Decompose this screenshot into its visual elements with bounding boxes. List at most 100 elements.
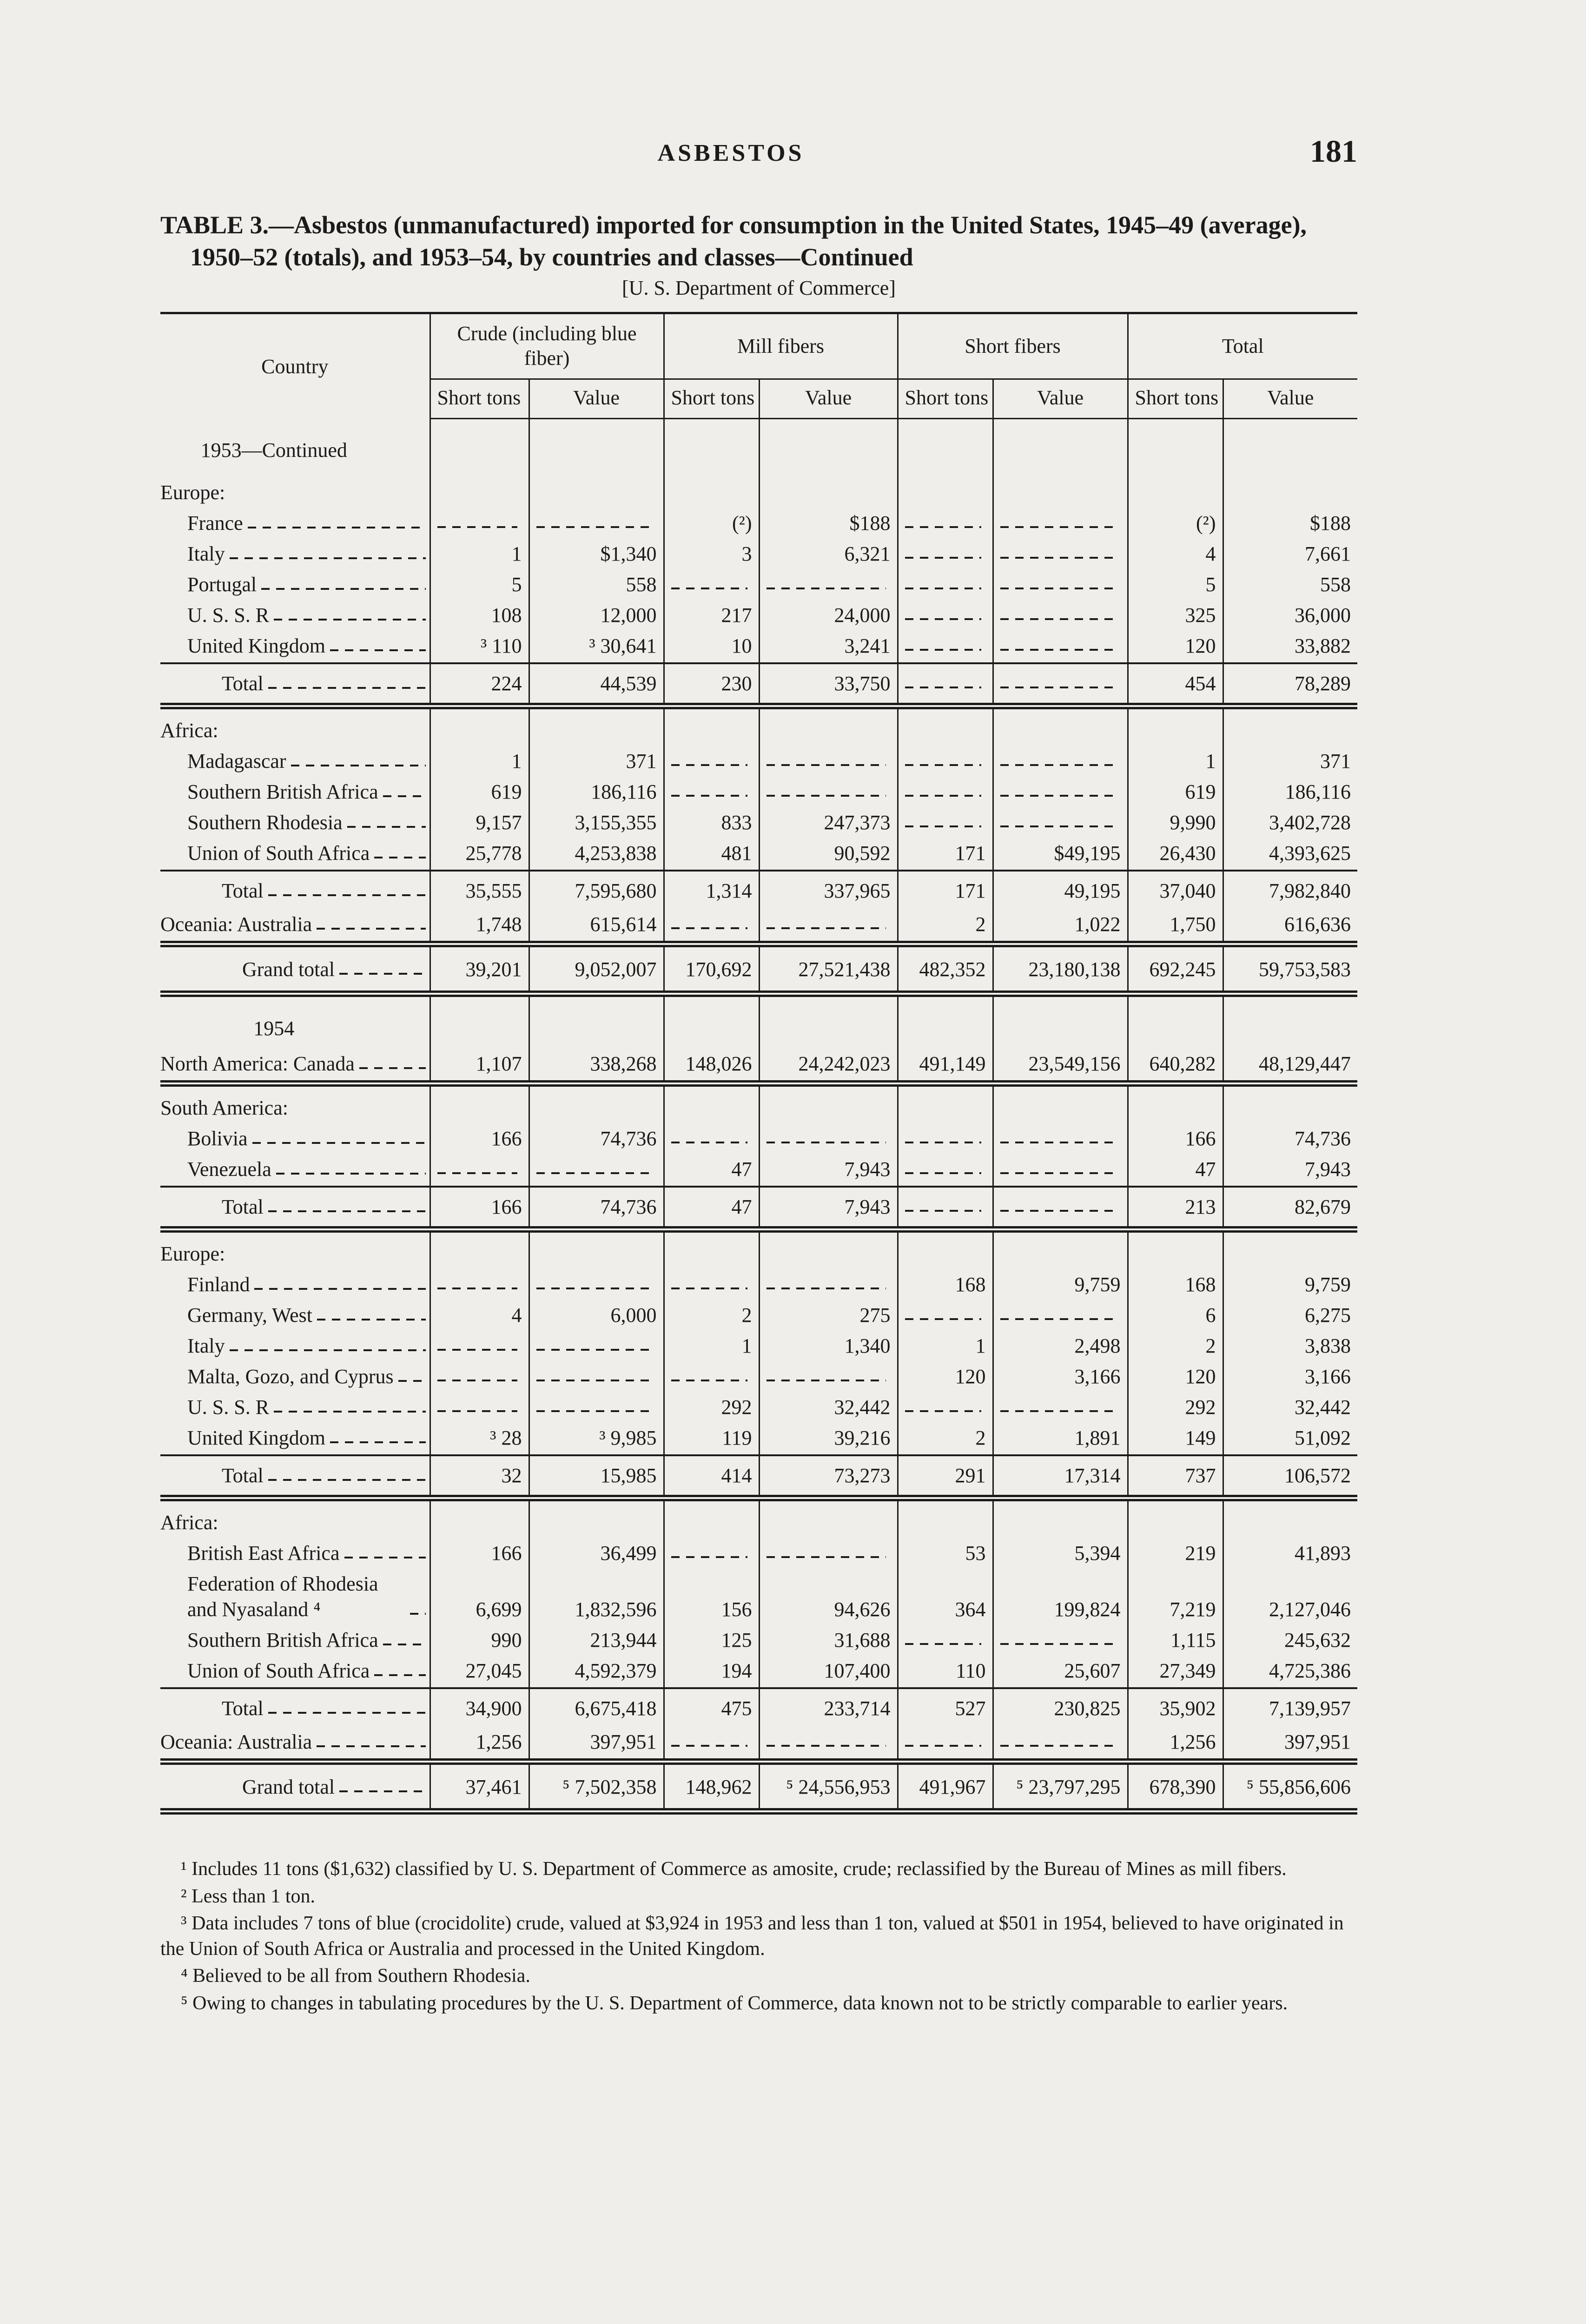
data-cell [758,1362,898,1393]
empty-cell-dashes [905,618,981,620]
empty-cell-dashes [1000,1318,1116,1320]
row-label-wrap: Total [160,1696,428,1721]
empty-cell-dashes [766,1744,886,1747]
row-label-cell: Europe: [160,471,430,509]
data-cell: 73,273 [758,1454,898,1501]
data-cell: 247,373 [758,808,898,839]
row-label: Grand total [242,1775,335,1798]
row-label-cell: Total [160,662,430,709]
data-cell: 1,256 [429,1727,529,1765]
data-cell [663,1270,760,1301]
data-cell: 491,967 [897,1761,993,1815]
data-cell [1222,1083,1358,1124]
data-cell [528,993,664,1050]
data-cell [1127,1229,1223,1270]
data-cell [663,1362,760,1393]
data-cell [758,1270,898,1301]
row-label-wrap: Bolivia [160,1126,428,1151]
data-cell: 74,736 [528,1185,664,1233]
data-cell: 39,216 [758,1423,898,1455]
data-cell: 619 [1127,777,1223,808]
empty-cell-dashes [905,526,981,528]
dash-leader [268,1210,426,1212]
data-cell: 230 [663,662,760,709]
data-cell: 2 [663,1301,760,1332]
data-cell: 7,595,680 [528,869,664,910]
row-label: Italy [187,1334,225,1357]
data-cell: 32,442 [1222,1393,1358,1424]
data-cell [663,1727,760,1765]
data-cell: 107,400 [758,1656,898,1688]
empty-cell-dashes [1000,686,1116,688]
row-label: Portugal [187,573,257,596]
row-label-cell: Total [160,1185,430,1233]
data-cell: 5 [1127,570,1223,601]
source-note: [U. S. Department of Commerce] [622,277,896,300]
row-label-wrap: Southern British Africa [160,1627,428,1653]
data-cell [1127,471,1223,509]
data-cell: 1,750 [1127,910,1223,947]
data-cell [897,508,993,540]
column-group-mill: Mill fibers [663,313,898,380]
column-header-short-tons: Short tons [663,379,760,420]
empty-cell-dashes [536,1410,652,1412]
data-cell [992,471,1128,509]
data-cell [663,570,760,601]
data-cell: 7,943 [758,1185,898,1233]
empty-cell-dashes [766,764,886,766]
row-label-wrap: Portugal [160,572,428,597]
column-header-value: Value [758,379,898,420]
data-cell [429,1229,529,1270]
data-cell: 558 [1222,570,1358,601]
data-cell [429,1393,529,1424]
data-cell: ⁵ 55,856,606 [1222,1761,1358,1815]
row-label-wrap: Total [160,878,428,904]
running-head-title: ASBESTOS [657,140,805,166]
empty-cell-dashes [536,1172,652,1174]
table-row: Southern British Africa 619 186,116 619 186,… [160,777,1358,808]
row-label: South America: [160,1096,288,1119]
data-cell [897,1229,993,1270]
data-cell [897,418,993,471]
data-cell [663,706,760,747]
footnote: ³ Data includes 7 tons of blue (crocidol… [160,1913,1344,1960]
row-label-wrap: Grand total [160,1774,428,1800]
row-label-cell: U. S. S. R [160,601,430,632]
data-cell: 558 [528,570,664,601]
empty-cell-dashes [437,1379,517,1381]
data-cell [992,1727,1128,1765]
data-cell: 49,195 [992,869,1128,910]
data-cell [758,1727,898,1765]
data-cell: 166 [429,1124,529,1155]
data-cell: 219 [1127,1538,1223,1570]
data-cell [897,1155,993,1187]
data-cell [528,471,664,509]
data-cell: 7,219 [1127,1569,1223,1626]
empty-cell-dashes [1000,618,1116,620]
row-label-wrap: Southern Rhodesia [160,810,428,835]
data-cell [897,1727,993,1765]
empty-cell-dashes [1000,1744,1116,1747]
table-row: Southern British Africa 990 213,944 125 31,6… [160,1625,1358,1657]
data-cell [1222,1229,1358,1270]
data-cell: $188 [1222,508,1358,540]
data-cell: 25,778 [429,838,529,871]
table-row: 1954 [160,993,1358,1050]
data-cell [528,1498,664,1539]
table-row: Union of South Africa 25,778 4,253,838 481 9… [160,838,1358,871]
data-cell: 34,900 [429,1687,529,1728]
table-row: Finland 168 9,759 168 9,759 [160,1270,1358,1301]
row-label-wrap: Oceania: Australia [160,911,428,937]
empty-cell-dashes [671,1744,747,1747]
table-row: Germany, West 4 6,000 2 275 6 6,275 [160,1301,1358,1332]
empty-cell-dashes [1000,1141,1116,1143]
empty-cell-dashes [671,587,747,589]
data-cell: 5 [429,570,529,601]
dash-leader [252,1142,426,1144]
row-label: Oceania: Australia [160,912,312,936]
row-label-cell: Italy [160,1332,430,1362]
empty-cell-dashes [671,1556,747,1558]
data-cell: 454 [1127,662,1223,709]
row-label-cell: Grand total [160,1761,430,1815]
table-row: Italy 1 $1,340 3 6,321 4 7,661 [160,539,1358,570]
